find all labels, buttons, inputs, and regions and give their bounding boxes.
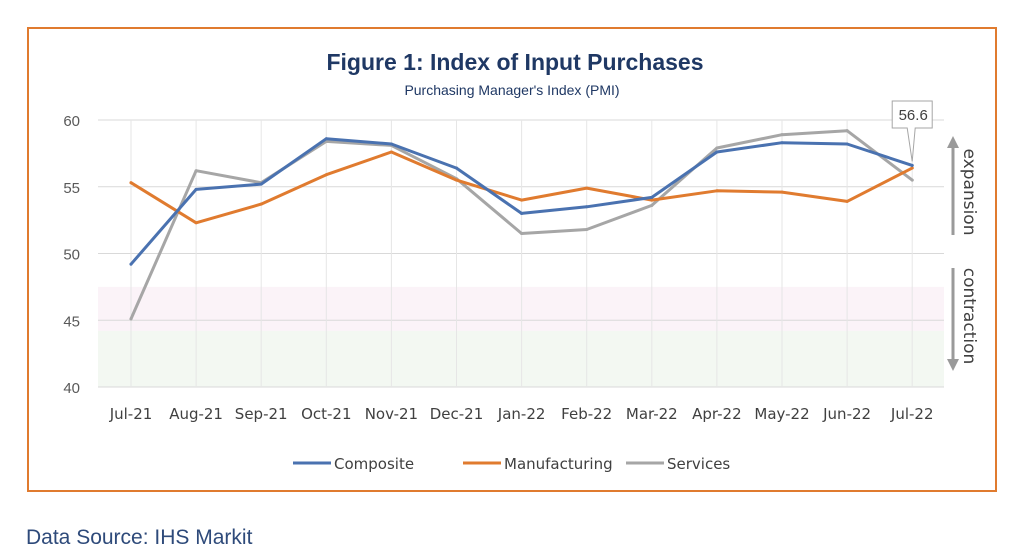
expansion-arrow-head <box>947 136 959 148</box>
x-tick-label: Jul-21 <box>109 405 153 423</box>
data-point-manufacturing <box>324 173 328 177</box>
data-point-manufacturing <box>389 150 393 154</box>
data-point-manufacturing <box>194 221 198 225</box>
data-point-manufacturing <box>259 202 263 206</box>
data-point-services <box>520 231 524 235</box>
y-tick-label: 60 <box>63 113 80 130</box>
data-point-composite <box>520 211 524 215</box>
chart-frame <box>27 27 997 492</box>
data-point-services <box>845 129 849 133</box>
chart-title: Figure 1: Index of Input Purchases <box>326 49 703 75</box>
data-point-manufacturing <box>129 181 133 185</box>
data-source-note: Data Source: IHS Markit <box>26 526 253 549</box>
data-point-composite <box>129 262 133 266</box>
data-point-services <box>910 178 914 182</box>
data-point-manufacturing <box>845 199 849 203</box>
contraction-arrow-head <box>947 359 959 371</box>
y-tick-label: 55 <box>63 180 80 197</box>
y-tick-label: 45 <box>63 313 80 330</box>
callout-box <box>891 100 933 162</box>
data-point-manufacturing <box>520 198 524 202</box>
contraction-label: contraction <box>959 268 979 365</box>
data-point-manufacturing <box>910 166 914 170</box>
data-point-manufacturing <box>585 186 589 190</box>
x-tick-label: Jun-22 <box>822 405 871 423</box>
data-point-composite <box>650 195 654 199</box>
data-point-composite <box>194 187 198 191</box>
data-point-services <box>585 227 589 231</box>
x-tick-label: Dec-21 <box>430 405 484 423</box>
data-point-services <box>715 146 719 150</box>
data-point-manufacturing <box>650 198 654 202</box>
data-point-composite <box>780 141 784 145</box>
y-tick-label: 50 <box>63 247 80 264</box>
data-point-composite <box>845 142 849 146</box>
expansion-label: expansion <box>959 149 979 236</box>
data-point-composite <box>715 150 719 154</box>
x-tick-label: Mar-22 <box>626 405 678 423</box>
x-tick-label: Oct-21 <box>301 405 351 423</box>
data-point-services <box>194 169 198 173</box>
chart-subtitle: Purchasing Manager's Index (PMI) <box>404 82 619 98</box>
legend-label-manufacturing: Manufacturing <box>504 455 613 473</box>
data-point-composite <box>455 166 458 170</box>
legend-label-services: Services <box>667 455 730 473</box>
data-point-manufacturing <box>715 189 719 193</box>
data-point-services <box>780 133 784 137</box>
x-tick-label: Nov-21 <box>365 405 418 423</box>
contraction-band-green <box>98 330 944 387</box>
x-tick-label: Feb-22 <box>561 405 612 423</box>
data-point-composite <box>259 182 263 186</box>
legend-label-composite: Composite <box>334 455 414 473</box>
data-point-services <box>129 317 133 321</box>
x-tick-label: Sep-21 <box>235 405 288 423</box>
data-point-services <box>650 203 654 207</box>
contraction-band-pink <box>98 286 944 331</box>
data-point-composite <box>910 163 914 167</box>
x-tick-label: Aug-21 <box>169 405 223 423</box>
callout-label: 56.6 <box>899 107 928 124</box>
data-point-manufacturing <box>780 190 784 194</box>
data-point-composite <box>324 137 328 141</box>
x-tick-label: Jul-22 <box>890 405 934 423</box>
x-tick-label: May-22 <box>754 405 809 423</box>
x-tick-label: Apr-22 <box>692 405 742 423</box>
data-point-composite <box>389 142 393 146</box>
y-tick-label: 40 <box>63 380 80 397</box>
data-point-composite <box>585 205 589 209</box>
data-point-manufacturing <box>455 178 458 182</box>
x-tick-label: Jan-22 <box>497 405 546 423</box>
